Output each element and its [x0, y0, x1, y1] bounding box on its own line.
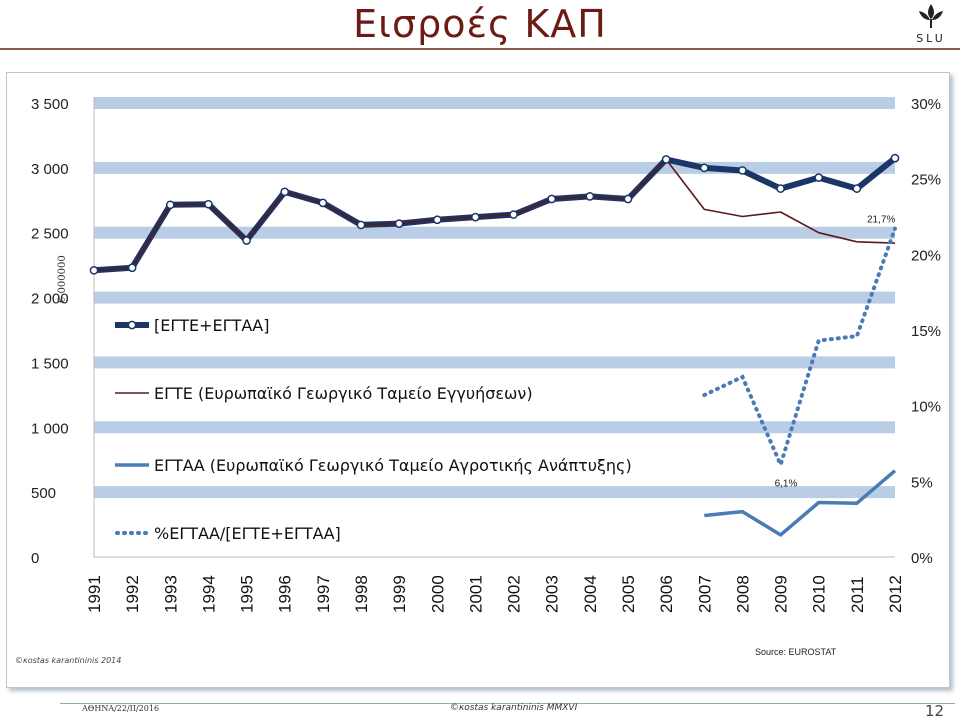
series-line-total	[93, 155, 897, 274]
legend-entry-egtaa: ΕΓΤΑΑ (Ευρωπαϊκό Γεωργικό Ταμείο Αγροτικ…	[154, 456, 632, 475]
y-tick-label: 2 000	[31, 291, 69, 308]
y2-tick-label: 15%	[911, 323, 941, 340]
data-point	[394, 219, 404, 228]
x-tick-label: 1993	[161, 575, 180, 613]
page-number: 12	[925, 702, 945, 720]
y-tick-label: 1 000	[31, 420, 69, 437]
x-tick-label: 1999	[390, 575, 409, 613]
y-tick-label: 0	[31, 550, 39, 567]
legend-entry-total: [ΕΓΤΕ+ΕΓΤΑΑ]	[154, 316, 269, 335]
chart-frame: 0 500 1 000 1 500 2 000 2 500 3 000 3 500 0% 5% 10…	[6, 72, 950, 688]
x-tick-label: 2004	[581, 575, 600, 613]
grid-band	[94, 356, 895, 369]
leaf-icon	[919, 4, 943, 28]
data-point	[661, 155, 671, 164]
data-point	[814, 173, 824, 182]
legend-marker	[127, 320, 137, 330]
title-divider	[0, 48, 960, 50]
data-point	[738, 166, 747, 175]
x-tick-label: 2008	[733, 575, 752, 613]
data-label: 21,7%	[867, 215, 895, 226]
y2-tick-label: 30%	[911, 96, 941, 113]
data-point	[127, 263, 137, 273]
grid-band	[94, 421, 895, 434]
y2-tick-label: 10%	[911, 399, 941, 416]
y-tick-label: 500	[31, 485, 56, 502]
slu-logo: SLU	[905, 2, 957, 48]
x-tick-label: 2010	[810, 575, 829, 613]
y2-tick-label: 0%	[911, 550, 933, 567]
data-point	[509, 210, 518, 219]
y-tick-label: 3 500	[31, 96, 69, 113]
data-point	[204, 199, 213, 209]
x-tick-label: 2005	[619, 575, 638, 613]
y-tick-label: 2 500	[31, 226, 69, 243]
series-line-egtaa	[704, 469, 897, 537]
data-point	[890, 153, 900, 163]
x-tick-label: 1996	[276, 575, 295, 613]
x-tick-label: 1994	[199, 575, 218, 613]
data-point	[89, 265, 99, 275]
chart-source: Source: EUROSTAT	[755, 647, 837, 657]
data-point	[242, 236, 251, 245]
footer-date: ΑΘΗΝΑ/22/ΙΙ/2016	[82, 704, 160, 713]
x-tick-label: 1998	[352, 575, 371, 613]
x-tick-label: 1997	[314, 575, 333, 613]
data-point	[356, 220, 366, 230]
data-point	[165, 200, 175, 210]
data-point	[699, 163, 709, 173]
series-line-egte	[93, 158, 896, 272]
data-point	[623, 194, 633, 204]
grid-band	[94, 486, 895, 499]
slide-title: Εισροές ΚΑΠ	[353, 2, 607, 46]
x-tick-label: 2007	[695, 575, 714, 613]
x-tick-label: 2012	[886, 575, 905, 613]
legend-entry-pct: %ΕΓΤΑΑ/[ΕΓΤΕ+ΕΓΤΑΑ]	[154, 524, 341, 543]
x-tick-label: 2009	[772, 575, 791, 613]
y2-tick-label: 20%	[911, 247, 941, 264]
x-tick-label: 2000	[428, 575, 447, 613]
data-point	[776, 184, 785, 193]
chart-credit: ©κostas karantininis 2014	[15, 656, 121, 665]
legend-entry-egte: ΕΓΤΕ (Ευρωπαϊκό Γεωργικό Ταμείο Εγγυήσεω…	[154, 384, 533, 403]
data-point	[547, 194, 557, 204]
footer-copyright: ©κostas karantininis MMXVI	[450, 703, 578, 713]
grid-band	[94, 291, 895, 304]
chart: 0 500 1 000 1 500 2 000 2 500 3 000 3 500 0% 5% 10…	[15, 96, 941, 665]
data-point	[280, 187, 290, 197]
logo-text: SLU	[916, 32, 946, 45]
series-line-pct	[702, 226, 897, 471]
x-tick-label: 1992	[123, 575, 142, 613]
data-point	[585, 192, 595, 201]
y2-tick-label: 25%	[911, 172, 941, 189]
data-point	[432, 215, 442, 225]
data-point	[471, 212, 480, 222]
y-tick-label: 1 500	[31, 355, 69, 372]
y-axis-label: € 000000	[57, 255, 68, 304]
x-tick-label: 1991	[85, 575, 104, 613]
data-label: 6,1%	[775, 479, 798, 490]
x-tick-label: 2006	[657, 575, 676, 613]
x-tick-label: 2001	[466, 575, 485, 613]
x-tick-label: 1995	[238, 575, 257, 613]
footer-divider	[60, 703, 955, 704]
grid-band	[94, 161, 895, 174]
grid-band	[94, 226, 895, 239]
data-point	[318, 198, 328, 208]
x-tick-label: 2003	[543, 575, 562, 613]
y-tick-label: 3 000	[31, 161, 69, 178]
y2-tick-label: 5%	[911, 474, 933, 491]
grid-band	[94, 97, 895, 109]
x-tick-label: 2011	[848, 576, 867, 613]
x-tick-label: 2002	[505, 575, 524, 613]
data-point	[852, 184, 862, 193]
